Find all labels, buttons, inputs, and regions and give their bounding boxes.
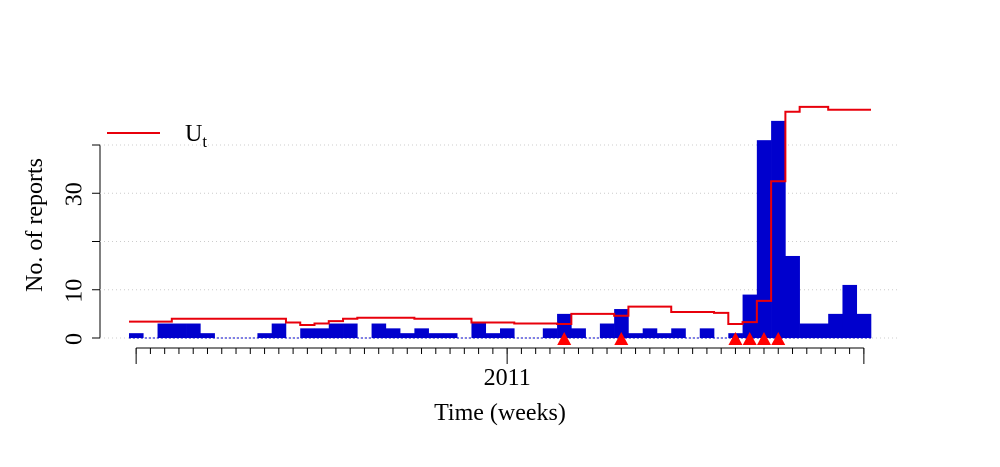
y-tick-label: 0 <box>62 333 88 345</box>
bar <box>157 323 173 338</box>
bar <box>300 328 315 338</box>
bar <box>500 328 515 338</box>
alarm-marker <box>742 332 757 345</box>
bar <box>828 313 843 338</box>
bar <box>343 323 358 338</box>
bar <box>485 333 501 338</box>
y-tick-label: 10 <box>62 279 88 303</box>
y-tick-label: 30 <box>62 182 88 206</box>
threshold-line <box>129 105 871 326</box>
bar <box>400 333 415 338</box>
bar <box>671 328 686 338</box>
bar <box>785 255 800 338</box>
bar <box>542 328 558 338</box>
bar <box>471 323 487 338</box>
bar <box>642 328 658 338</box>
alarm-marker <box>771 332 786 345</box>
bar <box>628 333 643 338</box>
bar <box>428 333 444 338</box>
bar <box>385 328 401 338</box>
alarm-marker <box>756 332 771 345</box>
bar <box>656 333 672 338</box>
bar <box>414 328 429 338</box>
legend-label: Ut <box>185 121 207 151</box>
bar <box>571 328 586 338</box>
bar <box>842 284 858 338</box>
alarm-marker <box>614 332 629 345</box>
bar <box>756 140 772 338</box>
bar <box>171 323 187 338</box>
bar <box>257 333 272 338</box>
bar <box>799 323 815 338</box>
bar <box>599 323 615 338</box>
bar <box>200 333 215 338</box>
bar <box>813 323 829 338</box>
alarm-marker <box>557 332 572 345</box>
bar <box>557 313 572 338</box>
bar <box>314 328 330 338</box>
bar <box>856 313 872 338</box>
x-axis-label: Time (weeks) <box>434 400 566 426</box>
bar <box>328 323 344 338</box>
bar <box>271 323 287 338</box>
bar <box>371 323 387 338</box>
bar <box>699 328 715 338</box>
y-axis-label: No. of reports <box>22 158 48 292</box>
bar <box>186 323 201 338</box>
bar <box>442 333 458 338</box>
alarm-marker <box>728 332 743 345</box>
x-tick-label: 2011 <box>484 365 531 391</box>
bar <box>771 120 786 338</box>
bar <box>129 333 144 338</box>
bar <box>742 294 758 338</box>
